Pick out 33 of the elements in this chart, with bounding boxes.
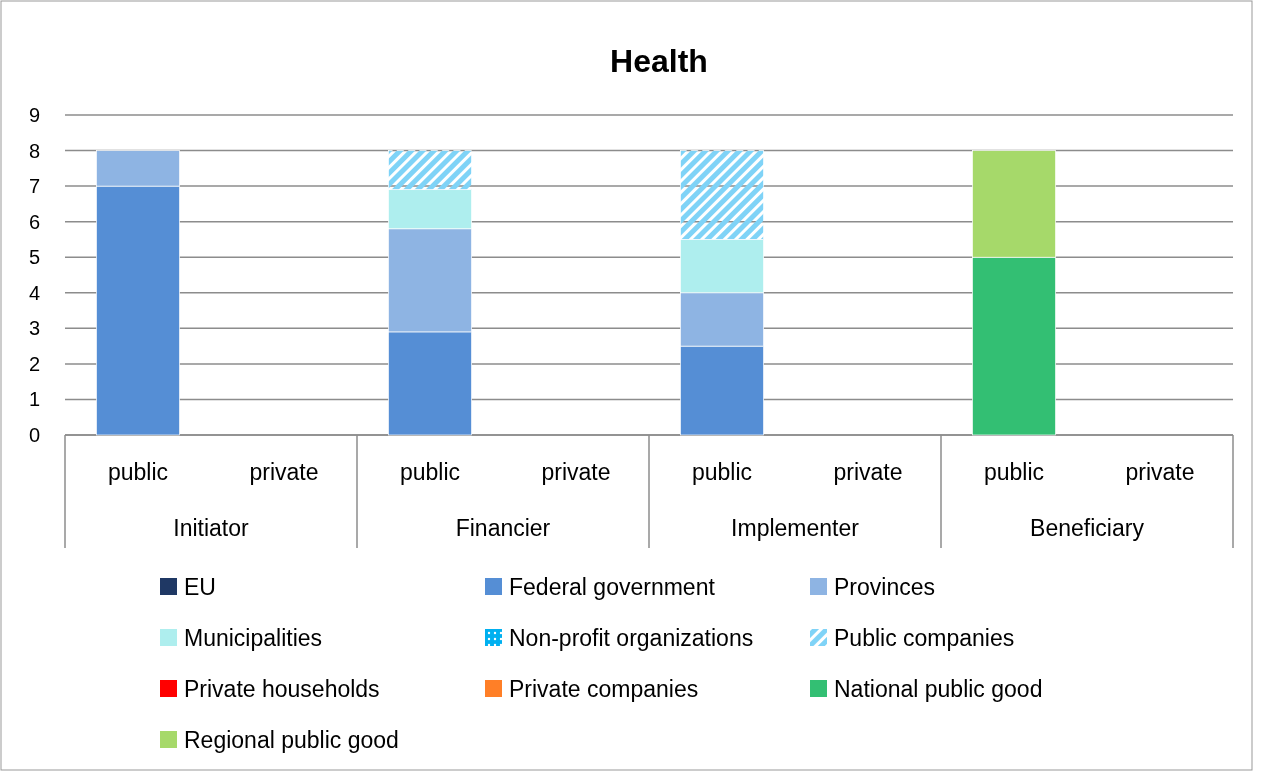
legend-label: Public companies <box>834 625 1015 652</box>
y-tick-label: 3 <box>28 317 40 340</box>
chart-title: Health <box>610 43 708 79</box>
legend-label: National public good <box>834 676 1043 703</box>
y-tick-label: 8 <box>28 139 40 162</box>
x-tick-label: private <box>833 459 903 485</box>
y-tick-label: 6 <box>28 210 40 233</box>
x-tick-label: public <box>399 459 461 485</box>
legend-label: Non-profit organizations <box>509 625 754 652</box>
text: Financier <box>455 515 551 541</box>
x-tick-label: public <box>691 459 753 485</box>
y-tick-label: 1 <box>28 388 40 411</box>
y-tick-label: 4 <box>28 281 40 304</box>
legend-label: Municipalities <box>184 625 323 652</box>
y-tick-label: 5 <box>28 246 40 269</box>
legend-label: Federal government <box>509 574 716 601</box>
legend-label: Provinces <box>834 574 935 601</box>
y-tick-label: 0 <box>28 424 40 446</box>
y-tick-label: 2 <box>28 352 40 375</box>
text: Beneficiary <box>1030 515 1145 541</box>
legend-label: Regional public good <box>184 727 399 754</box>
x-tick-label: private <box>1125 459 1195 485</box>
x-tick-label: public <box>107 459 169 485</box>
legend-label: Private companies <box>509 676 699 703</box>
y-tick-label: 7 <box>28 175 40 198</box>
x-tick-label: private <box>249 459 319 485</box>
x-tick-label: public <box>983 459 1045 485</box>
y-tick-label: 9 <box>28 104 40 126</box>
x-tick-label: private <box>541 459 611 485</box>
text: Initiator <box>173 515 250 541</box>
legend-label: EU <box>184 574 216 601</box>
legend-label: Private households <box>184 676 380 703</box>
text: Implementer <box>731 515 860 541</box>
